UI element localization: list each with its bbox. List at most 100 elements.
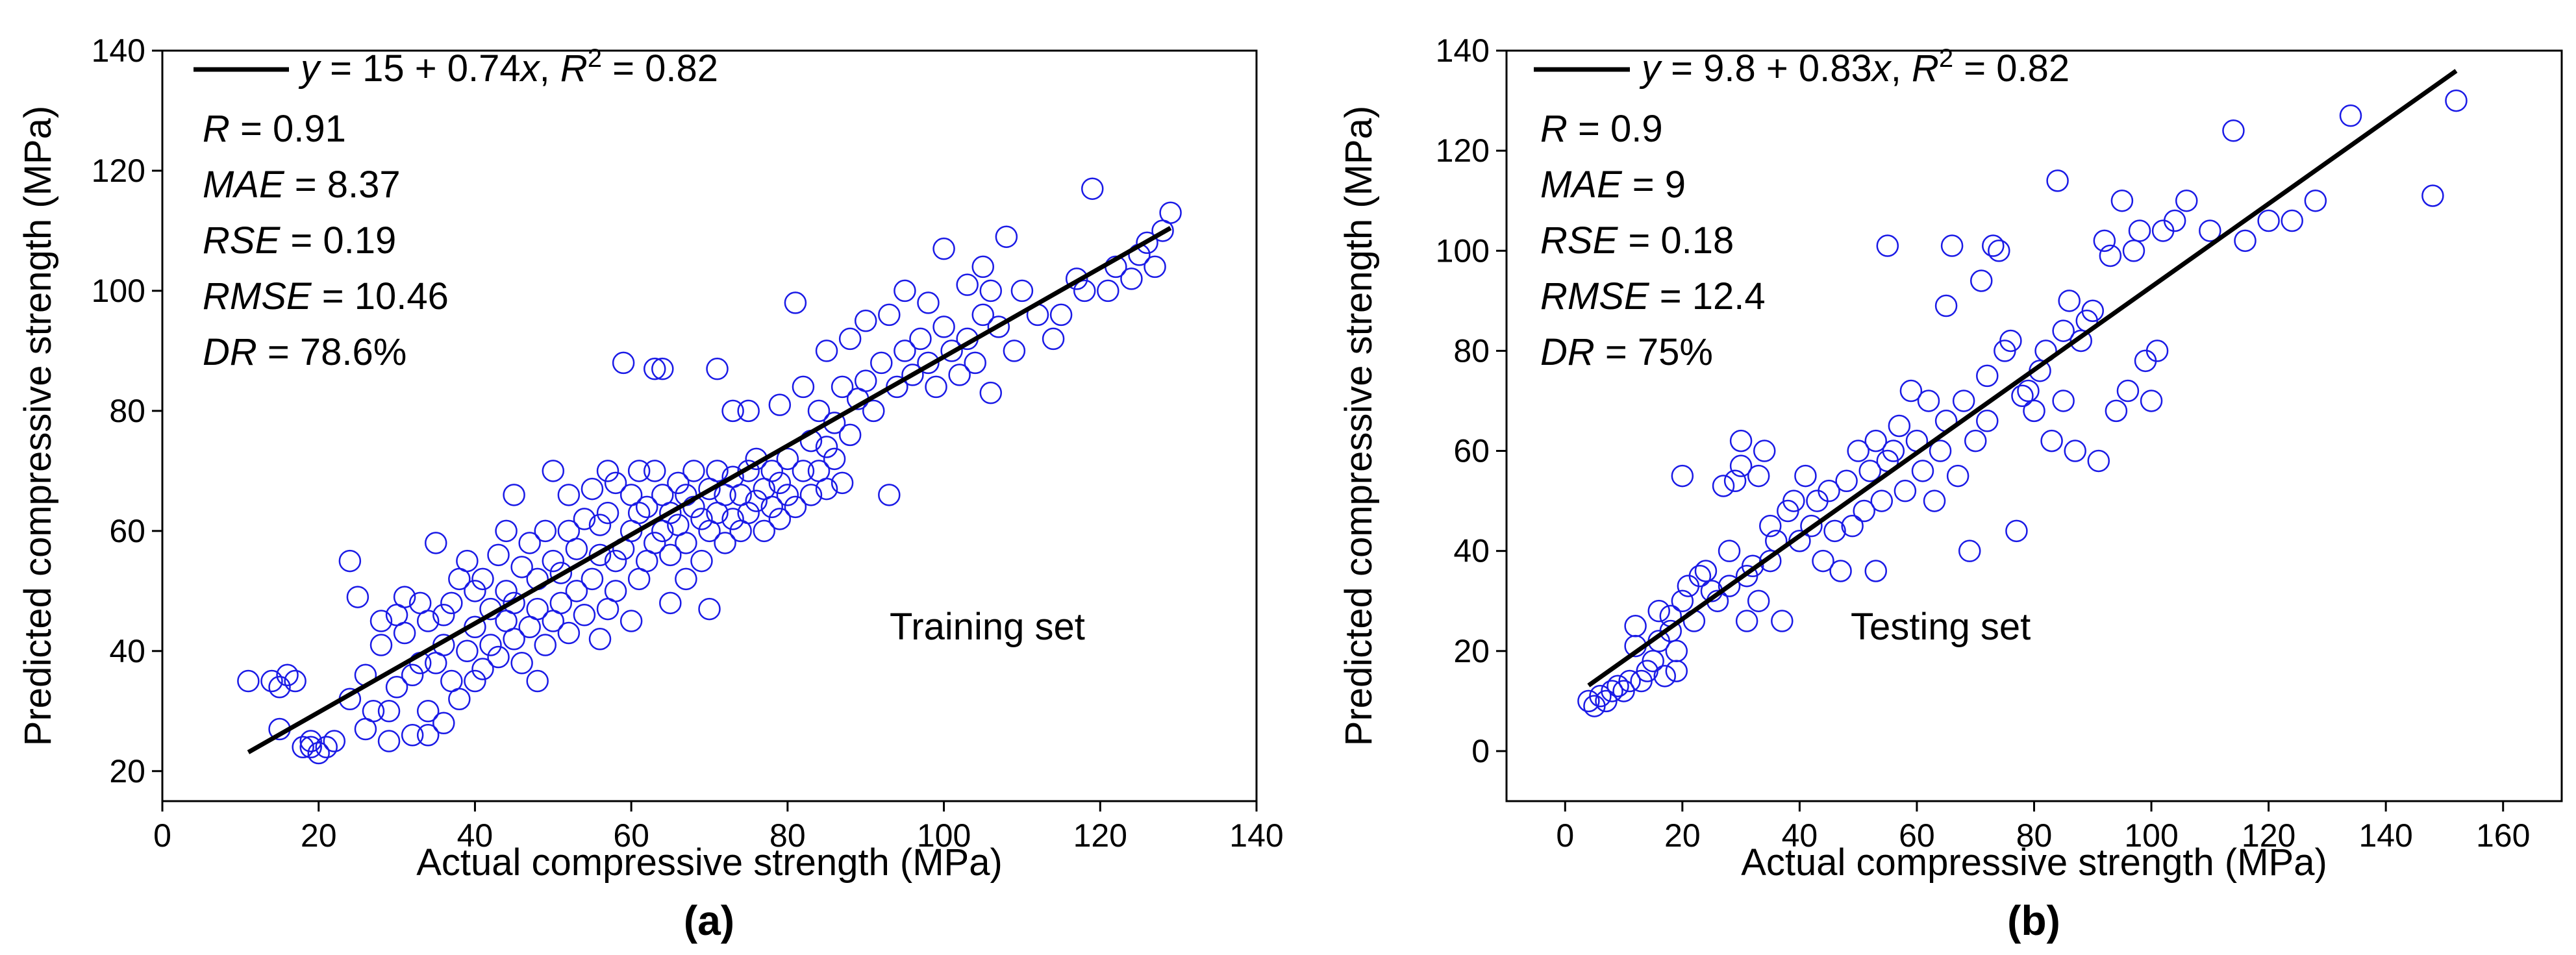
- data-point: [526, 669, 549, 693]
- x-tick-label: 120: [2242, 817, 2295, 854]
- fit-equation-part: x: [519, 47, 541, 90]
- data-point: [1940, 234, 1964, 257]
- data-point: [471, 567, 494, 591]
- y-tick-label: 100: [92, 273, 145, 309]
- data-point: [518, 532, 541, 554]
- data-point: [565, 538, 588, 560]
- data-point: [2040, 429, 2063, 453]
- data-point: [760, 495, 784, 519]
- stat-line: RSE = 0.19: [203, 219, 396, 262]
- data-point: [1688, 564, 1712, 588]
- stat-value: 0.9: [1610, 108, 1663, 150]
- data-point: [659, 501, 682, 525]
- data-point: [1589, 684, 1612, 708]
- data-point: [377, 700, 401, 723]
- data-point: [971, 303, 994, 327]
- data-point: [1647, 599, 1670, 623]
- panel-label: (a): [684, 897, 734, 944]
- stat-equals: =: [1618, 219, 1660, 262]
- data-point: [315, 736, 338, 759]
- data-point: [745, 490, 768, 512]
- data-point: [894, 279, 916, 303]
- data-point: [917, 291, 940, 314]
- data-point: [831, 375, 854, 399]
- set-annotation: Training set: [890, 606, 1085, 648]
- data-point: [464, 669, 486, 693]
- x-tick-label: 20: [1664, 817, 1701, 854]
- data-point: [1081, 177, 1104, 200]
- data-point: [549, 591, 573, 615]
- data-point: [878, 484, 901, 506]
- data-point: [526, 597, 549, 621]
- data-point: [425, 532, 447, 554]
- data-point: [237, 669, 260, 693]
- data-point: [760, 460, 784, 482]
- data-point: [1010, 279, 1034, 303]
- data-point: [675, 532, 697, 554]
- stat-line: RMSE = 10.46: [203, 275, 449, 317]
- data-point: [573, 508, 596, 530]
- y-axis-title: Predicted compressive strength (MPa): [17, 106, 59, 746]
- fit-equation: y = 9.8 + 0.83x, R2 = 0.82: [1639, 44, 2070, 90]
- y-tick-label: 20: [1453, 633, 1490, 669]
- stat-value: 0.19: [323, 219, 396, 262]
- stat-name: MAE: [1540, 164, 1623, 206]
- data-point: [2116, 379, 2140, 403]
- data-point: [1899, 379, 1923, 403]
- data-point: [346, 586, 369, 608]
- data-point: [1718, 540, 1741, 562]
- y-tick-label: 80: [1453, 332, 1490, 369]
- data-point: [416, 700, 440, 723]
- data-point: [292, 736, 314, 759]
- data-point: [503, 628, 525, 651]
- x-axis-title: Actual compressive strength (MPa): [416, 841, 1003, 884]
- data-point: [2105, 399, 2128, 423]
- data-point: [831, 471, 854, 495]
- data-point: [393, 621, 416, 645]
- data-point: [659, 591, 682, 615]
- y-tick-label: 40: [109, 633, 145, 669]
- y-tick-label: 0: [1471, 733, 1490, 769]
- data-point: [1671, 464, 1694, 488]
- data-point: [1159, 201, 1182, 224]
- x-tick-label: 120: [1073, 817, 1127, 854]
- data-point: [604, 471, 627, 495]
- x-tick-label: 40: [457, 817, 494, 854]
- data-point: [2087, 449, 2110, 473]
- data-point: [1747, 464, 1770, 488]
- data-point: [1864, 429, 1887, 453]
- data-point: [682, 460, 705, 482]
- stat-name: RSE: [203, 219, 281, 262]
- data-point: [1964, 429, 1987, 453]
- data-point: [1759, 549, 1782, 573]
- data-point: [596, 501, 619, 525]
- x-tick-label: 80: [2016, 817, 2053, 854]
- stat-name: RSE: [1540, 219, 1619, 262]
- data-point: [2017, 379, 2040, 403]
- data-point: [495, 580, 518, 602]
- stat-name: R: [1540, 108, 1568, 150]
- y-axis-title: Predicted compressive strength (MPa): [1338, 106, 1380, 746]
- data-point: [510, 556, 533, 578]
- data-point: [1864, 560, 1887, 582]
- stat-equals: =: [280, 219, 323, 262]
- data-point: [862, 399, 885, 423]
- data-point: [1976, 410, 1999, 432]
- y-tick-label: 60: [109, 513, 145, 549]
- data-point: [784, 291, 807, 314]
- stat-equals: =: [284, 164, 327, 206]
- data-point: [581, 477, 604, 501]
- stat-value: 75%: [1638, 331, 1713, 373]
- stat-name: MAE: [203, 164, 285, 206]
- data-point: [1665, 639, 1688, 663]
- panel-label: (b): [2007, 897, 2060, 944]
- data-point: [878, 303, 901, 327]
- data-point: [690, 549, 713, 573]
- x-tick-label: 0: [153, 817, 171, 854]
- data-point: [416, 610, 440, 632]
- x-tick-label: 0: [1556, 817, 1574, 854]
- data-point: [1073, 279, 1096, 303]
- data-point: [479, 634, 502, 656]
- data-point: [1759, 514, 1782, 538]
- fit-equation-part: = 0.82: [602, 47, 718, 90]
